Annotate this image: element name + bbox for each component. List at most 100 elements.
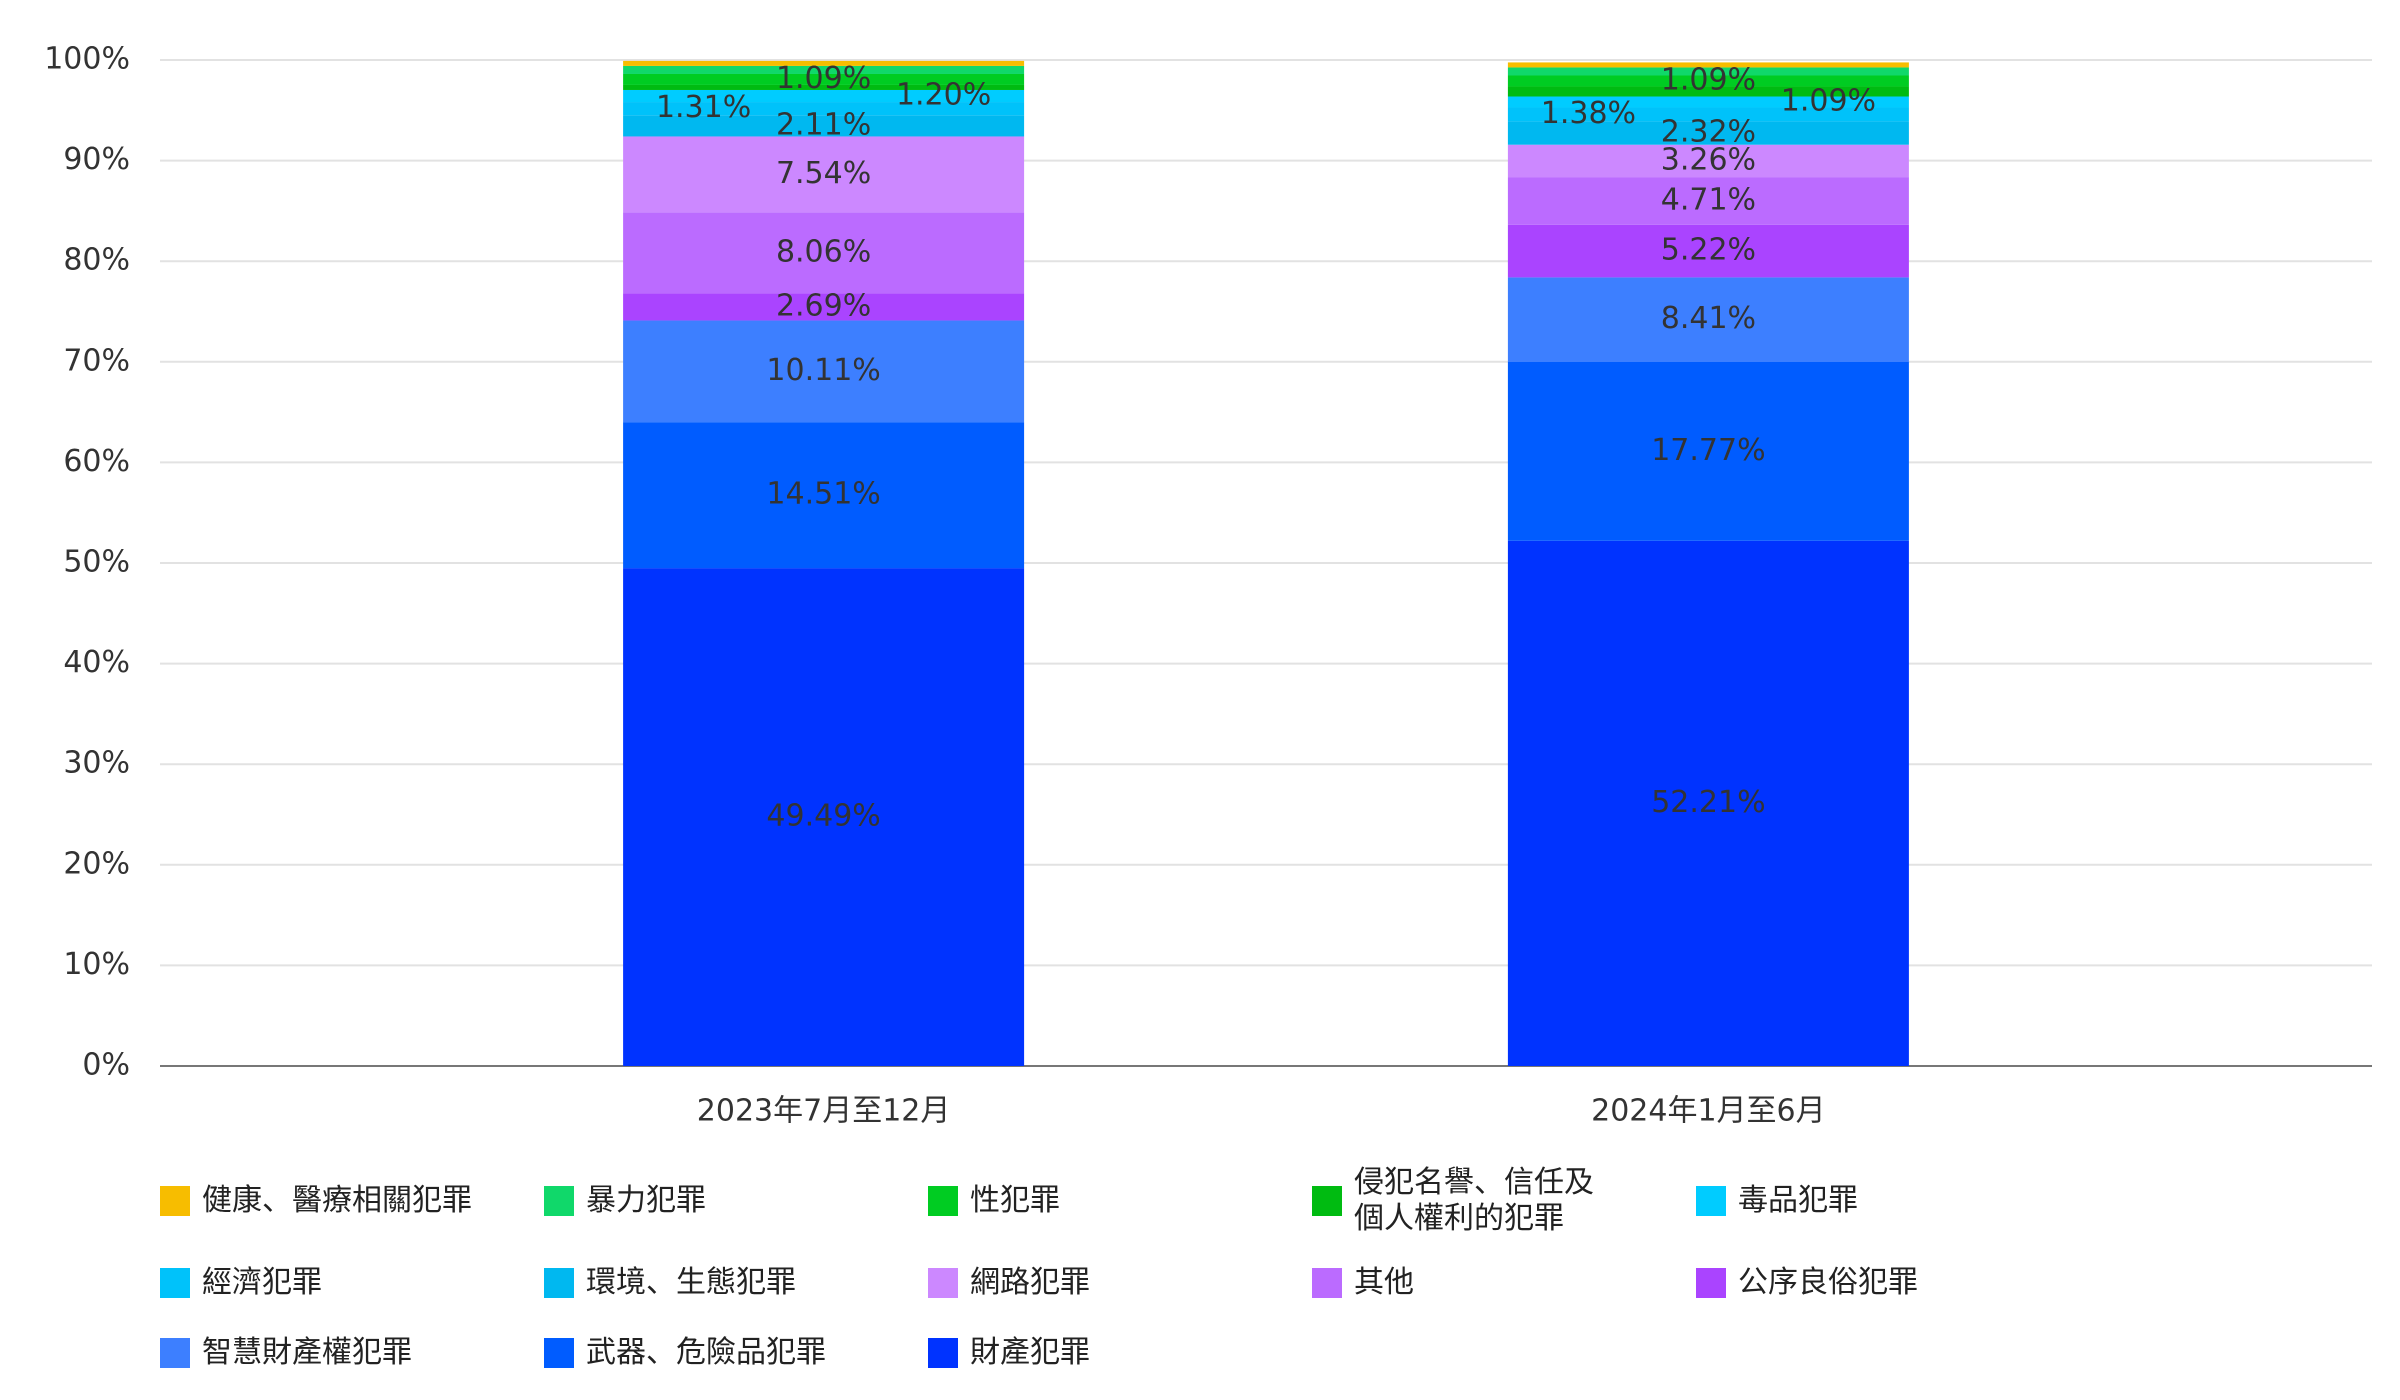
bar-segment xyxy=(623,60,1025,66)
value-label: 17.77% xyxy=(1651,433,1765,468)
legend-item: 武器、危險品犯罪 xyxy=(544,1329,928,1377)
legend-item: 毒品犯罪 xyxy=(1696,1165,2080,1237)
legend-swatch xyxy=(1312,1186,1342,1216)
legend-item: 財產犯罪 xyxy=(928,1329,1312,1377)
legend-swatch xyxy=(1312,1268,1342,1298)
y-tick-label: 40% xyxy=(63,645,130,680)
y-tick-label: 0% xyxy=(82,1048,130,1083)
y-tick-label: 90% xyxy=(63,142,130,177)
value-label: 1.09% xyxy=(1781,84,1876,119)
legend-swatch xyxy=(544,1268,574,1298)
bar-segment xyxy=(1507,362,1909,541)
value-label: 1.09% xyxy=(776,61,871,96)
legend-swatch xyxy=(544,1186,574,1216)
bar-segment xyxy=(623,102,1025,116)
value-label: 3.26% xyxy=(1661,143,1756,178)
bar-segment xyxy=(623,89,1025,103)
legend: 健康、醫療相關犯罪 暴力犯罪 性犯罪 侵犯名譽、信任及個人權利的犯罪 毒品犯罪經濟犯罪 環… xyxy=(160,1165,2400,1377)
value-label: 7.54% xyxy=(776,156,871,191)
legend-swatch xyxy=(160,1338,190,1368)
x-tick-label: 2024年1月至6月 xyxy=(1591,1094,1826,1129)
bar-segment xyxy=(1507,96,1909,108)
bar-segment xyxy=(623,568,1025,1066)
legend-label: 其他 xyxy=(1354,1265,1414,1300)
legend-swatch xyxy=(1696,1268,1726,1298)
bar-segment xyxy=(623,115,1025,137)
legend-item: 環境、生態犯罪 xyxy=(544,1259,928,1307)
legend-label: 健康、醫療相關犯罪 xyxy=(202,1183,472,1218)
value-label: 5.22% xyxy=(1661,233,1756,268)
chart: 0% 10% 20% 30% 40% 50% 60% 70% 80% 90% 100% 2023年7月… xyxy=(44,42,2372,1129)
legend-swatch xyxy=(1696,1186,1726,1216)
legend-swatch xyxy=(928,1268,958,1298)
legend-label: 智慧財產權犯罪 xyxy=(202,1335,412,1370)
legend-label: 毒品犯罪 xyxy=(1738,1183,1858,1218)
value-label: 52.21% xyxy=(1651,785,1765,820)
legend-label: 網路犯罪 xyxy=(970,1265,1090,1300)
value-label: 8.06% xyxy=(776,234,871,269)
value-label: 1.31% xyxy=(656,90,751,125)
legend-item: 其他 xyxy=(1312,1259,1696,1307)
value-label: 10.11% xyxy=(766,353,880,388)
legend-label: 暴力犯罪 xyxy=(586,1183,706,1218)
legend-label: 環境、生態犯罪 xyxy=(586,1265,796,1300)
legend-item: 暴力犯罪 xyxy=(544,1165,928,1237)
bar-segment xyxy=(623,73,1025,85)
y-tick-label: 20% xyxy=(63,846,130,881)
legend-item: 侵犯名譽、信任及個人權利的犯罪 xyxy=(1312,1165,1696,1237)
value-label: 1.09% xyxy=(1661,62,1756,97)
value-label: 1.20% xyxy=(896,78,991,113)
legend-label: 性犯罪 xyxy=(970,1183,1060,1218)
legend-swatch xyxy=(544,1338,574,1368)
value-label: 1.38% xyxy=(1541,96,1636,131)
bar-segment xyxy=(1507,107,1909,122)
value-label: 49.49% xyxy=(766,799,880,834)
y-tick-label: 80% xyxy=(63,243,130,278)
legend-swatch xyxy=(928,1186,958,1216)
bar-segment xyxy=(1507,177,1909,225)
value-label: 8.41% xyxy=(1661,301,1756,336)
legend-item: 性犯罪 xyxy=(928,1165,1312,1237)
bar-segment xyxy=(623,136,1025,213)
legend-label: 公序良俗犯罪 xyxy=(1738,1265,1918,1300)
bar-segment xyxy=(623,84,1025,90)
legend-label: 侵犯名譽、信任及個人權利的犯罪 xyxy=(1354,1165,1594,1236)
legend-item: 公序良俗犯罪 xyxy=(1696,1259,2080,1307)
legend-swatch xyxy=(160,1186,190,1216)
bar-segment xyxy=(1507,62,1909,68)
bar-segment xyxy=(623,212,1025,294)
bar-segment xyxy=(1507,67,1909,76)
value-label: 4.71% xyxy=(1661,183,1756,218)
bar-segment xyxy=(1507,540,1909,1066)
bar-segment xyxy=(1507,277,1909,363)
value-label: 2.69% xyxy=(776,288,871,323)
y-tick-label: 50% xyxy=(63,545,130,580)
bar-segment xyxy=(1507,121,1909,145)
y-tick-label: 60% xyxy=(63,444,130,479)
legend-item: 經濟犯罪 xyxy=(160,1259,544,1307)
bar-segment xyxy=(1507,224,1909,278)
y-tick-label: 10% xyxy=(63,947,130,982)
legend-label: 武器、危險品犯罪 xyxy=(586,1335,826,1370)
bar-segment xyxy=(623,293,1025,321)
bar-segment xyxy=(623,320,1025,423)
value-label: 14.51% xyxy=(766,477,880,512)
legend-item: 健康、醫療相關犯罪 xyxy=(160,1165,544,1237)
y-tick-label: 70% xyxy=(63,343,130,378)
legend-swatch xyxy=(160,1268,190,1298)
legend-swatch xyxy=(928,1338,958,1368)
bar-segment xyxy=(623,65,1025,74)
value-label: 2.32% xyxy=(1661,115,1756,150)
bar-segment xyxy=(1507,86,1909,97)
legend-label: 財產犯罪 xyxy=(970,1335,1090,1370)
y-tick-label: 100% xyxy=(44,42,130,77)
x-tick-label: 2023年7月至12月 xyxy=(697,1094,951,1129)
value-label: 2.11% xyxy=(776,107,871,142)
bar-segment xyxy=(1507,75,1909,87)
y-tick-label: 30% xyxy=(63,746,130,781)
legend-label: 經濟犯罪 xyxy=(202,1265,322,1300)
bar-segment xyxy=(623,422,1025,569)
legend-item: 網路犯罪 xyxy=(928,1259,1312,1307)
bar-segment xyxy=(1507,144,1909,178)
